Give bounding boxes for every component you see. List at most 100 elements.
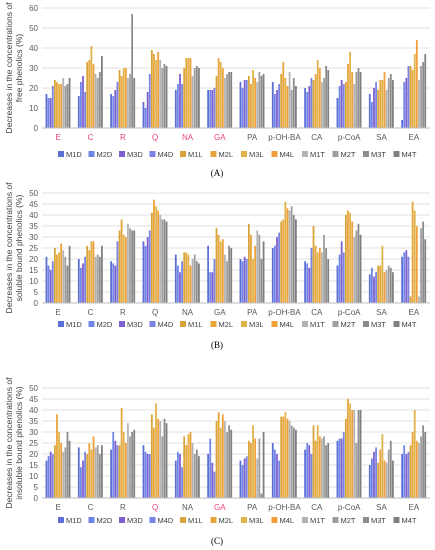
- y-tick-label: 20: [29, 255, 38, 264]
- bar: [338, 254, 341, 303]
- bar: [241, 261, 244, 303]
- legend-swatch: [332, 151, 339, 157]
- bar: [276, 237, 278, 303]
- bar: [258, 72, 261, 128]
- legend-swatch: [149, 151, 156, 157]
- bar: [239, 82, 242, 128]
- bar: [45, 256, 48, 303]
- bar: [157, 210, 160, 303]
- bar: [127, 78, 129, 128]
- legend-label: M2D: [97, 150, 113, 159]
- legend-label: M3T: [371, 150, 386, 159]
- x-tick-label: p-CoA: [338, 503, 361, 512]
- bar: [290, 206, 293, 303]
- bar: [146, 237, 149, 303]
- legend-label: M1L: [188, 320, 203, 329]
- y-tick-label: 25: [29, 439, 38, 448]
- bar: [295, 429, 297, 498]
- bar: [411, 70, 414, 128]
- y-tick-label: 30: [29, 64, 38, 73]
- bar: [327, 443, 330, 498]
- bar: [316, 60, 319, 128]
- panel-label: (B): [211, 340, 223, 350]
- panel-label: (C): [211, 536, 223, 546]
- bar: [351, 72, 354, 128]
- x-tick-label: NA: [182, 133, 194, 142]
- chart-panel-2: 0 5 10 15 20 25 30 35 40 45 50 Decreases in the con…: [4, 182, 430, 350]
- bar: [405, 250, 408, 303]
- x-tick-label: E: [55, 503, 60, 512]
- bar: [340, 438, 343, 498]
- bar: [66, 432, 69, 498]
- bar: [383, 72, 386, 128]
- legend-swatch: [363, 321, 369, 327]
- bar: [127, 423, 129, 498]
- y-axis-title: Decreases in the concentrations offree p…: [4, 2, 24, 134]
- bar: [260, 259, 263, 303]
- bar: [62, 250, 65, 303]
- bar: [228, 72, 231, 128]
- bar: [342, 84, 345, 128]
- bar: [122, 234, 125, 303]
- bar: [51, 454, 54, 498]
- bar: [219, 427, 222, 498]
- legend-label: M2T: [341, 320, 356, 329]
- bar: [409, 445, 412, 498]
- bar: [131, 432, 134, 498]
- y-tick-label: 0: [34, 299, 39, 308]
- bar: [286, 418, 289, 498]
- bar: [116, 241, 119, 303]
- legend-swatch: [302, 321, 308, 327]
- bar: [411, 201, 414, 303]
- bar: [323, 436, 325, 498]
- bar: [146, 92, 149, 128]
- bar: [219, 241, 222, 303]
- y-tick-label: 50: [29, 189, 38, 198]
- bar: [336, 98, 339, 128]
- y-tick-label: 45: [29, 200, 38, 209]
- bar: [129, 228, 131, 303]
- bar: [84, 451, 86, 498]
- bar: [260, 76, 263, 128]
- bar: [385, 270, 388, 303]
- bar: [165, 423, 168, 498]
- bar: [49, 451, 52, 498]
- bar: [215, 76, 218, 128]
- y-tick-label: 25: [29, 244, 38, 253]
- bar: [368, 94, 371, 128]
- bar: [336, 440, 339, 498]
- bar: [273, 245, 276, 303]
- x-tick-label: CA: [311, 133, 323, 142]
- bar: [247, 440, 250, 498]
- y-tick-label: 10: [29, 472, 38, 481]
- legend-label: M2T: [341, 150, 356, 159]
- bar: [312, 80, 315, 128]
- bar: [159, 60, 162, 128]
- bar: [84, 256, 86, 303]
- bar: [142, 102, 145, 128]
- bar: [122, 432, 125, 498]
- bar: [342, 432, 345, 498]
- x-tick-label: NA: [182, 503, 194, 512]
- bar: [101, 445, 103, 498]
- bar: [407, 256, 410, 303]
- x-tick-label: E: [55, 308, 60, 317]
- legend-swatch: [241, 517, 247, 523]
- bar: [181, 467, 183, 498]
- bar: [88, 250, 91, 303]
- x-tick-label: GA: [214, 133, 226, 142]
- legend-swatch: [393, 321, 400, 327]
- bar: [407, 66, 410, 128]
- legend-swatch: [119, 151, 125, 157]
- legend-label: M4T: [402, 150, 417, 159]
- bar: [247, 76, 250, 128]
- bar: [381, 245, 384, 303]
- x-tick-label: SA: [376, 308, 387, 317]
- y-axis-title-line: Decreases in the concentrations of: [4, 2, 14, 134]
- bar: [163, 219, 166, 303]
- legend-label: M4L: [280, 150, 295, 159]
- legend-label: M1D: [66, 320, 82, 329]
- legend-swatch: [241, 151, 247, 157]
- legend-swatch: [149, 517, 156, 523]
- bar: [114, 440, 117, 498]
